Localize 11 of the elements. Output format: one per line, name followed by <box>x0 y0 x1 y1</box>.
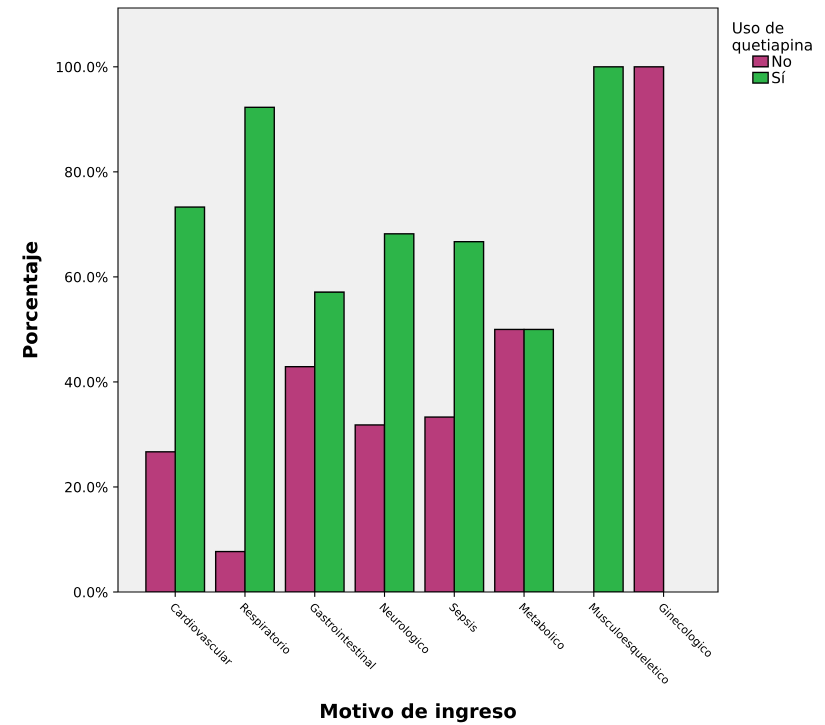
y-tick-label: 20.0% <box>65 482 108 492</box>
x-axis-title: Motivo de ingreso <box>321 703 516 722</box>
y-tick-label: 40.0% <box>64 376 108 388</box>
y-tick-label: 100.0% <box>56 62 108 72</box>
y-tick-label: 80.0% <box>65 166 108 178</box>
y-tick-label: 60.0% <box>65 272 108 282</box>
y-axis-title: Porcentaje <box>22 242 42 358</box>
legend-title: Uso de quetiapina <box>732 22 812 54</box>
legend-label: No <box>772 56 792 67</box>
y-tick-label: 0.0% <box>74 586 108 598</box>
legend-label: Sí <box>772 70 786 84</box>
